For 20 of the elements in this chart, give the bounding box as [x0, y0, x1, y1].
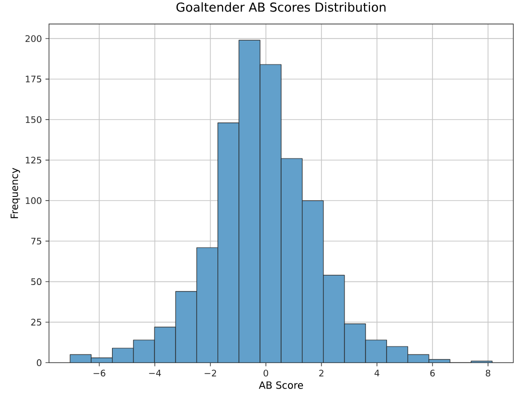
x-tick-label: −2 — [204, 370, 216, 376]
x-tick-label: 0 — [264, 370, 268, 376]
y-tick-label: 25 — [31, 318, 42, 326]
chart-title: Goaltender AB Scores Distribution — [176, 2, 386, 12]
x-tick-label: 4 — [374, 370, 380, 376]
x-tick-label: −6 — [94, 370, 106, 376]
x-tick-label: 8 — [486, 370, 490, 376]
y-tick-label: 100 — [26, 197, 42, 204]
x-axis-title: AB Score — [258, 381, 303, 389]
y-tick-label: 125 — [26, 156, 42, 164]
y-tick-label: 0 — [36, 359, 42, 366]
x-tick-label: 6 — [430, 370, 435, 376]
y-tick-label: 50 — [31, 278, 42, 286]
y-tick-label: 200 — [26, 35, 42, 42]
x-tick-label: −4 — [149, 370, 161, 376]
y-axis-title: Frequency — [10, 168, 20, 218]
y-tick-label: 75 — [31, 238, 42, 244]
x-tick-label: 2 — [319, 370, 324, 376]
y-tick-label: 175 — [26, 76, 42, 82]
y-tick-label: 150 — [26, 116, 42, 123]
